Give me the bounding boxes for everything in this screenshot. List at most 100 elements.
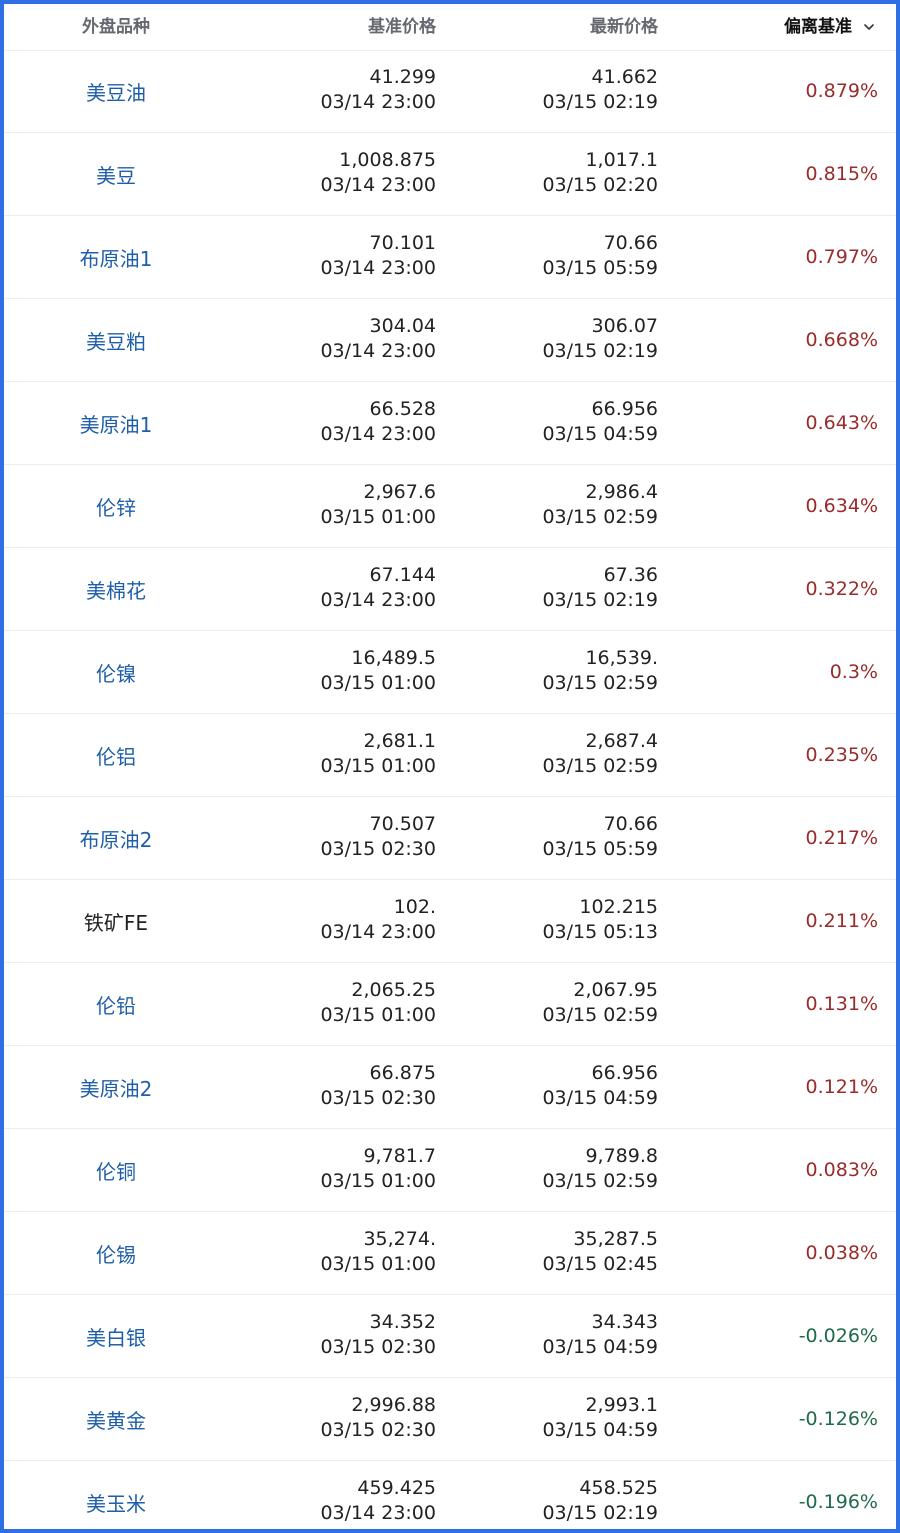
latest-time: 03/15 05:13	[542, 921, 658, 943]
latest-time: 03/15 05:59	[542, 838, 658, 860]
commodity-name[interactable]: 伦铜	[96, 1159, 136, 1184]
base-time: 03/14 23:00	[320, 340, 436, 362]
base-time: 03/15 02:30	[320, 1419, 436, 1441]
latest-price-cell: 2,687.4 03/15 02:59	[542, 729, 658, 779]
latest-time: 03/15 02:19	[542, 589, 658, 611]
base-price-cell: 41.299 03/14 23:00	[320, 65, 436, 115]
latest-price-cell: 306.07 03/15 02:19	[542, 314, 658, 364]
base-time: 03/15 01:00	[320, 506, 436, 528]
base-time: 03/14 23:00	[320, 1502, 436, 1524]
latest-price: 458.525	[579, 1477, 658, 1499]
base-time: 03/14 23:00	[320, 589, 436, 611]
table-row[interactable]: 美豆油 41.299 03/14 23:00 41.662 03/15 02:19 0.8…	[4, 50, 896, 133]
deviation-value: 0.322%	[805, 578, 878, 600]
table-row[interactable]: 伦铅 2,065.25 03/15 01:00 2,067.95 03/15 02:59…	[4, 963, 896, 1046]
base-price: 459.425	[357, 1477, 436, 1499]
table-row[interactable]: 伦铜 9,781.7 03/15 01:00 9,789.8 03/15 02:59 0.…	[4, 1129, 896, 1212]
commodity-name[interactable]: 美白银	[86, 1325, 146, 1350]
base-price-cell: 102. 03/14 23:00	[320, 895, 436, 945]
base-price: 16,489.5	[351, 647, 436, 669]
table-row[interactable]: 美棉花 67.144 03/14 23:00 67.36 03/15 02:19 0.32…	[4, 548, 896, 631]
commodity-name[interactable]: 美豆粕	[86, 329, 146, 354]
base-price-cell: 34.352 03/15 02:30	[320, 1310, 436, 1360]
commodity-name[interactable]: 伦锡	[96, 1242, 136, 1267]
deviation-value: 0.083%	[805, 1159, 878, 1181]
latest-price: 35,287.5	[573, 1228, 658, 1250]
latest-price-cell: 66.956 03/15 04:59	[542, 397, 658, 447]
table-row[interactable]: 布原油1 70.101 03/14 23:00 70.66 03/15 05:59 0.7…	[4, 216, 896, 299]
table-row[interactable]: 美原油2 66.875 03/15 02:30 66.956 03/15 04:59 0.…	[4, 1046, 896, 1129]
table-row[interactable]: 美白银 34.352 03/15 02:30 34.343 03/15 04:59 -0.…	[4, 1295, 896, 1378]
deviation-value: 0.211%	[805, 910, 878, 932]
latest-price-cell: 41.662 03/15 02:19	[542, 65, 658, 115]
column-header-deviation[interactable]: 偏离基准	[784, 16, 876, 38]
table-row[interactable]: 伦铝 2,681.1 03/15 01:00 2,687.4 03/15 02:59 0.…	[4, 714, 896, 797]
latest-price: 70.66	[603, 232, 658, 254]
deviation-value: 0.038%	[805, 1242, 878, 1264]
table-row[interactable]: 美豆粕 304.04 03/14 23:00 306.07 03/15 02:19 0.6…	[4, 299, 896, 382]
latest-price-cell: 1,017.1 03/15 02:20	[542, 148, 658, 198]
base-price-cell: 459.425 03/14 23:00	[320, 1476, 436, 1526]
deviation-value: 0.217%	[805, 827, 878, 849]
latest-price-cell: 35,287.5 03/15 02:45	[542, 1227, 658, 1277]
base-price-cell: 2,681.1 03/15 01:00	[320, 729, 436, 779]
base-price: 41.299	[369, 66, 436, 88]
latest-time: 03/15 02:19	[542, 340, 658, 362]
base-price: 35,274.	[363, 1228, 436, 1250]
table-row[interactable]: 美黄金 2,996.88 03/15 02:30 2,993.1 03/15 04:59…	[4, 1378, 896, 1461]
latest-price: 2,687.4	[585, 730, 658, 752]
base-time: 03/14 23:00	[320, 423, 436, 445]
base-price: 70.101	[369, 232, 436, 254]
chevron-down-icon[interactable]	[862, 20, 876, 34]
column-header-base-price[interactable]: 基准价格	[368, 17, 436, 37]
base-price-cell: 2,996.88 03/15 02:30	[320, 1393, 436, 1443]
base-time: 03/15 01:00	[320, 1253, 436, 1275]
base-price: 2,065.25	[351, 979, 436, 1001]
commodity-name[interactable]: 美原油1	[79, 412, 153, 437]
base-price-cell: 2,065.25 03/15 01:00	[320, 978, 436, 1028]
table-row[interactable]: 美原油1 66.528 03/14 23:00 66.956 03/15 04:59 0.…	[4, 382, 896, 465]
commodity-name[interactable]: 伦镍	[96, 661, 136, 686]
table-row[interactable]: 铁矿FE 102. 03/14 23:00 102.215 03/15 05:13 0.2…	[4, 880, 896, 963]
table-row[interactable]: 伦锌 2,967.6 03/15 01:00 2,986.4 03/15 02:59 0.…	[4, 465, 896, 548]
base-price: 102.	[393, 896, 436, 918]
commodity-name[interactable]: 美原油2	[79, 1076, 153, 1101]
table-row[interactable]: 美玉米 459.425 03/14 23:00 458.525 03/15 02:19 -…	[4, 1461, 896, 1529]
table-row[interactable]: 美豆 1,008.875 03/14 23:00 1,017.1 03/15 02:20…	[4, 133, 896, 216]
base-price-cell: 2,967.6 03/15 01:00	[320, 480, 436, 530]
commodity-name[interactable]: 伦铅	[96, 993, 136, 1018]
latest-price-cell: 70.66 03/15 05:59	[542, 231, 658, 281]
deviation-value: -0.126%	[798, 1408, 878, 1430]
latest-price: 2,067.95	[573, 979, 658, 1001]
latest-price: 66.956	[591, 398, 658, 420]
base-price-cell: 70.101 03/14 23:00	[320, 231, 436, 281]
table-row[interactable]: 伦镍 16,489.5 03/15 01:00 16,539. 03/15 02:59 0…	[4, 631, 896, 714]
latest-time: 03/15 02:59	[542, 506, 658, 528]
table-row[interactable]: 布原油2 70.507 03/15 02:30 70.66 03/15 05:59 0.2…	[4, 797, 896, 880]
commodity-name[interactable]: 美玉米	[86, 1491, 146, 1516]
commodity-name[interactable]: 布原油1	[79, 246, 153, 271]
latest-time: 03/15 02:19	[542, 91, 658, 113]
table-row[interactable]: 伦锡 35,274. 03/15 01:00 35,287.5 03/15 02:45 0…	[4, 1212, 896, 1295]
commodity-name[interactable]: 美豆	[96, 163, 136, 188]
commodity-name[interactable]: 伦锌	[96, 495, 136, 520]
deviation-value: 0.131%	[805, 993, 878, 1015]
latest-price-cell: 34.343 03/15 04:59	[542, 1310, 658, 1360]
latest-price-cell: 2,067.95 03/15 02:59	[542, 978, 658, 1028]
base-time: 03/15 01:00	[320, 1004, 436, 1026]
latest-price-cell: 458.525 03/15 02:19	[542, 1476, 658, 1526]
latest-price: 67.36	[603, 564, 658, 586]
column-header-name[interactable]: 外盘品种	[82, 17, 150, 37]
base-price-cell: 70.507 03/15 02:30	[320, 812, 436, 862]
commodity-name[interactable]: 美棉花	[86, 578, 146, 603]
base-price: 67.144	[369, 564, 436, 586]
base-price-cell: 1,008.875 03/14 23:00	[320, 148, 436, 198]
commodity-name[interactable]: 布原油2	[79, 827, 153, 852]
latest-time: 03/15 02:45	[542, 1253, 658, 1275]
base-price: 2,967.6	[363, 481, 436, 503]
commodity-name[interactable]: 美黄金	[86, 1408, 146, 1433]
column-header-latest-price[interactable]: 最新价格	[590, 17, 658, 37]
commodity-name[interactable]: 伦铝	[96, 744, 136, 769]
base-price-cell: 66.875 03/15 02:30	[320, 1061, 436, 1111]
commodity-name[interactable]: 美豆油	[86, 80, 146, 105]
